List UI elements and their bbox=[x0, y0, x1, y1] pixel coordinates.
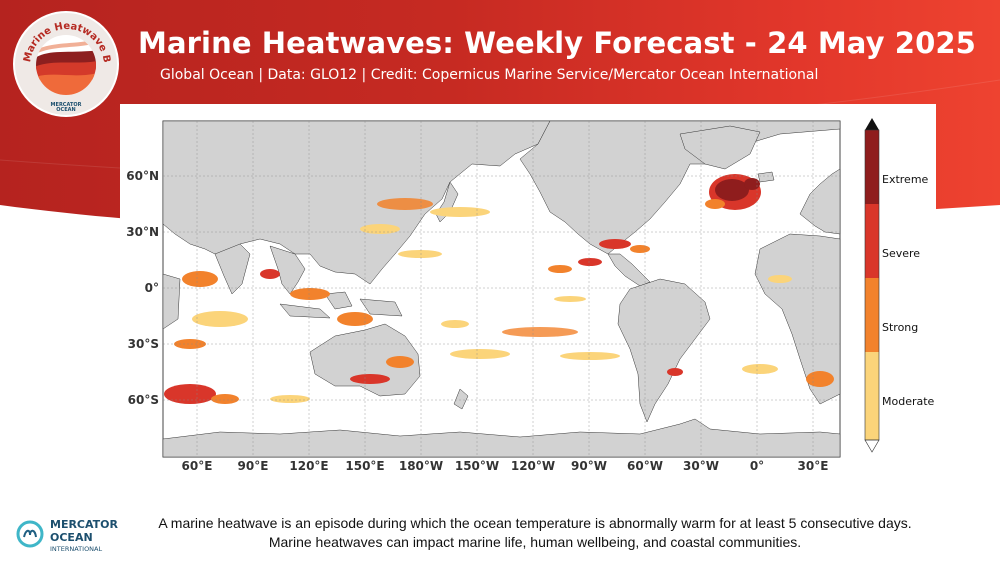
lon-label-60e: 60°E bbox=[182, 459, 213, 470]
lon-label-90e: 90°E bbox=[238, 459, 269, 470]
bulletin-logo: Marine Heatwave Bulletin MERCATOR OCEAN bbox=[12, 10, 119, 117]
lon-label-120w: 120°W bbox=[511, 459, 555, 470]
heatwave-patches bbox=[164, 174, 834, 404]
lon-label-180w: 180°W bbox=[399, 459, 443, 470]
logo-org-line2: OCEAN bbox=[56, 107, 75, 113]
legend-label-strong: Strong bbox=[882, 321, 918, 334]
lon-label-150e: 150°E bbox=[345, 459, 384, 470]
map-card: 60°N 30°N 0° 30°S 60°S 60°E 90°E 120°E 1… bbox=[120, 104, 936, 470]
legend-swatch-strong bbox=[865, 278, 879, 352]
legend-top-arrow bbox=[865, 118, 879, 130]
legend-label-extreme: Extreme bbox=[882, 173, 929, 186]
page-title: Marine Heatwaves: Weekly Forecast - 24 M… bbox=[138, 26, 976, 60]
lon-label-120e: 120°E bbox=[289, 459, 328, 470]
footer-org-line3: INTERNATIONAL bbox=[50, 545, 102, 553]
footer-org-line2: OCEAN bbox=[50, 531, 93, 544]
lat-label-30n: 30°N bbox=[126, 225, 159, 239]
lat-label-60s: 60°S bbox=[128, 393, 159, 407]
lat-label-30s: 30°S bbox=[128, 337, 159, 351]
legend-swatch-severe bbox=[865, 204, 879, 278]
lat-label-60n: 60°N bbox=[126, 169, 159, 183]
page-subtitle: Global Ocean | Data: GLO12 | Credit: Cop… bbox=[160, 67, 819, 83]
caption: A marine heatwave is an episode during w… bbox=[158, 515, 912, 550]
mercator-ocean-logo: MERCATOR OCEAN INTERNATIONAL bbox=[16, 518, 119, 553]
lon-label-0: 0° bbox=[750, 459, 764, 470]
severity-legend: Extreme Severe Strong Moderate bbox=[864, 118, 935, 453]
land-layer bbox=[162, 120, 841, 458]
lon-label-60w: 60°W bbox=[627, 459, 663, 470]
lon-label-90w: 90°W bbox=[571, 459, 607, 470]
legend-swatch-moderate bbox=[865, 352, 879, 440]
legend-label-moderate: Moderate bbox=[882, 395, 935, 408]
lon-label-30e: 30°E bbox=[798, 459, 829, 470]
footer-org-line1: MERCATOR bbox=[50, 518, 119, 531]
legend-swatch-extreme bbox=[865, 130, 879, 204]
graticule bbox=[163, 121, 840, 457]
lat-label-0: 0° bbox=[145, 281, 159, 295]
lon-label-30w: 30°W bbox=[683, 459, 719, 470]
legend-label-severe: Severe bbox=[882, 247, 920, 260]
legend-bottom-arrow bbox=[864, 439, 880, 453]
lon-label-150w: 150°W bbox=[455, 459, 499, 470]
heatwave-map: 60°N 30°N 0° 30°S 60°S 60°E 90°E 120°E 1… bbox=[126, 118, 935, 470]
logo-org-line1: MERCATOR bbox=[51, 102, 82, 108]
